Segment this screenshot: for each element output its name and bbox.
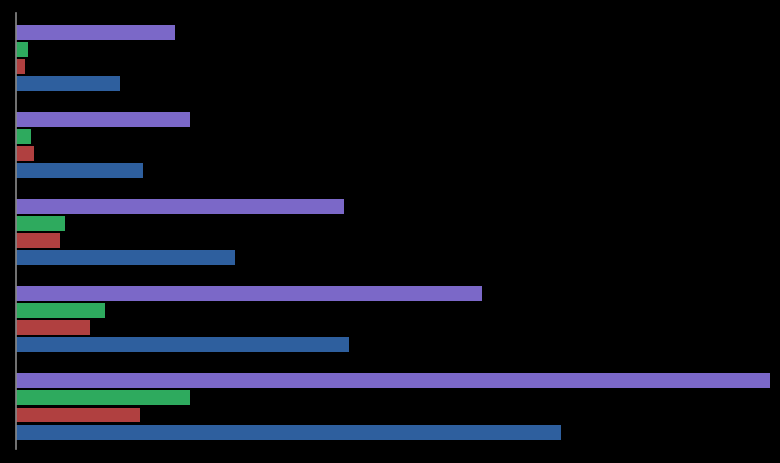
Bar — [16, 217, 66, 232]
Bar — [16, 391, 190, 406]
Bar — [16, 146, 34, 162]
Bar — [16, 25, 175, 40]
Bar — [16, 425, 561, 439]
Bar — [16, 250, 235, 265]
Bar — [16, 338, 349, 352]
Bar — [16, 113, 190, 127]
Bar — [16, 43, 27, 57]
Bar — [16, 163, 143, 178]
Bar — [16, 304, 105, 319]
Bar — [16, 59, 24, 75]
Bar — [16, 76, 120, 91]
Bar — [16, 130, 30, 144]
Bar — [16, 374, 770, 388]
Bar — [16, 233, 60, 249]
Bar — [16, 287, 481, 301]
Bar — [16, 407, 140, 423]
Bar — [16, 320, 90, 336]
Bar — [16, 200, 344, 214]
